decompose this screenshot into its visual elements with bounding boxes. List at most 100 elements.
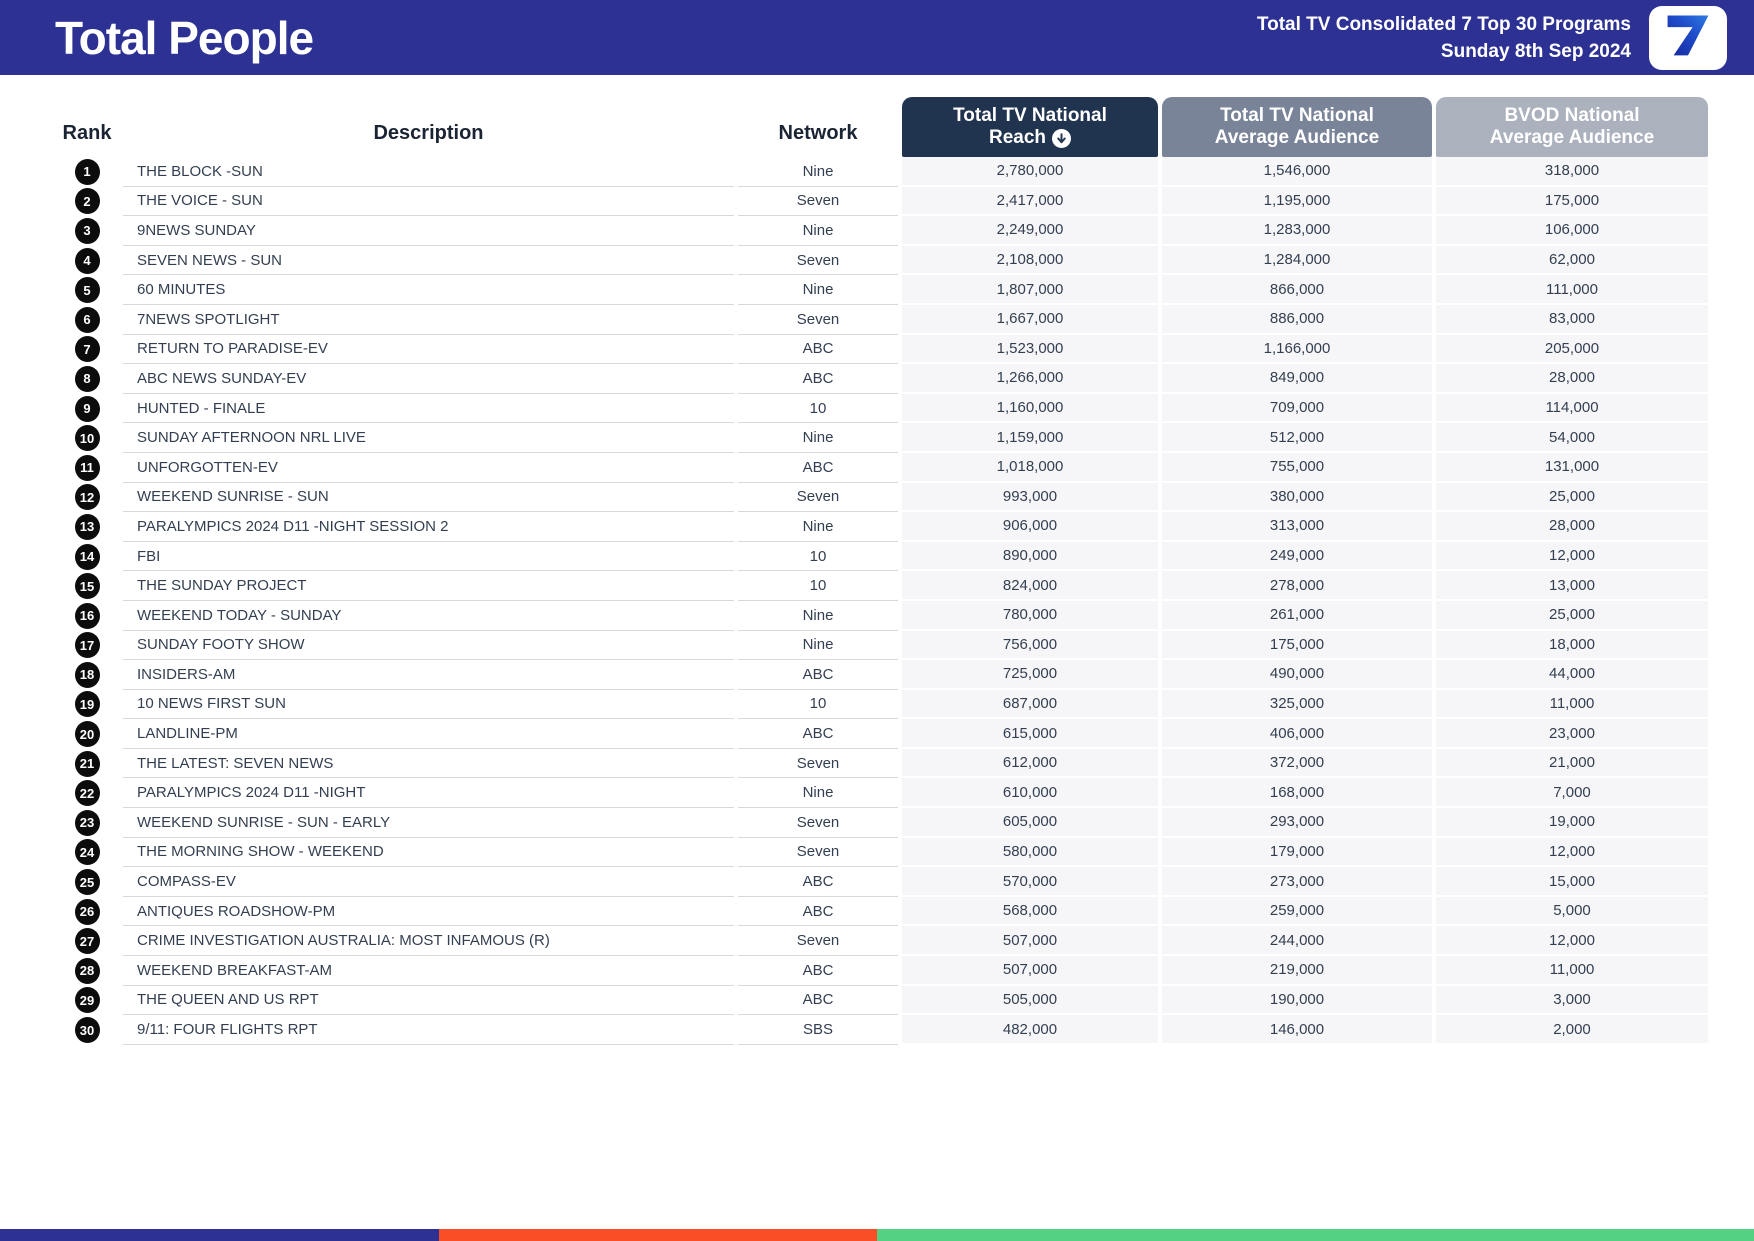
rank-badge: 1 [74,158,100,185]
network-cell: ABC [738,453,898,483]
reach-cell: 1,266,000 [902,364,1158,394]
reach-cell: 507,000 [902,956,1158,986]
table-row: 8 ABC NEWS SUNDAY-EV ABC 1,266,000 849,0… [55,364,1708,394]
column-header-description: Description [373,122,484,144]
table-body: 1 THE BLOCK -SUN Nine 2,780,000 1,546,00… [55,157,1708,1045]
program-description: 9/11: FOUR FLIGHTS RPT [123,1015,734,1045]
rank-badge: 22 [74,780,100,807]
reach-cell: 1,667,000 [902,304,1158,335]
reach-cell: 507,000 [902,926,1158,957]
avg-audience-cell: 755,000 [1162,452,1432,483]
table-row: 27 CRIME INVESTIGATION AUSTRALIA: MOST I… [55,926,1708,957]
header-right-group: Total TV Consolidated 7 Top 30 Programs … [1257,5,1727,70]
program-description: 60 MINUTES [123,275,734,305]
program-description: UNFORGOTTEN-EV [123,453,734,483]
bvod-cell: 111,000 [1436,275,1708,305]
network-cell: Nine [738,601,898,631]
bvod-cell: 131,000 [1436,452,1708,483]
bvod-cell: 15,000 [1436,867,1708,897]
rank-badge: 14 [74,543,100,570]
bvod-cell: 19,000 [1436,808,1708,838]
rank-badge: 7 [74,336,100,363]
column-header-box-reach[interactable]: Total TV National Reach [902,97,1158,157]
rank-badge: 25 [74,869,100,896]
reach-cell: 580,000 [902,837,1158,868]
rank-badge: 8 [74,365,100,392]
reach-cell: 2,249,000 [902,216,1158,246]
reach-cell: 993,000 [902,482,1158,513]
table-row: 19 10 NEWS FIRST SUN 10 687,000 325,000 … [55,689,1708,720]
rank-badge: 20 [74,721,100,748]
table-row: 25 COMPASS-EV ABC 570,000 273,000 15,000 [55,867,1708,897]
network-cell: Seven [738,926,898,957]
table-row: 4 SEVEN NEWS - SUN Seven 2,108,000 1,284… [55,245,1708,276]
table-row: 28 WEEKEND BREAKFAST-AM ABC 507,000 219,… [55,956,1708,986]
column-header-row: Rank Description Network Total TV Nation… [55,97,1708,157]
table-row: 11 UNFORGOTTEN-EV ABC 1,018,000 755,000 … [55,452,1708,483]
bvod-cell: 28,000 [1436,512,1708,542]
avg-audience-cell: 1,284,000 [1162,245,1432,276]
table-row: 9 HUNTED - FINALE 10 1,160,000 709,000 1… [55,393,1708,424]
avg-audience-cell: 372,000 [1162,748,1432,779]
rank-badge: 27 [74,928,100,955]
avg-audience-cell: 190,000 [1162,985,1432,1016]
bvod-cell: 175,000 [1436,186,1708,217]
column-header-box-bvod[interactable]: BVOD National Average Audience [1436,97,1708,157]
header-band: Total People Total TV Consolidated 7 Top… [0,0,1754,75]
bvod-cell: 18,000 [1436,630,1708,661]
bvod-cell: 28,000 [1436,364,1708,394]
avg-audience-cell: 259,000 [1162,896,1432,927]
bvod-cell: 83,000 [1436,304,1708,335]
avg-audience-cell: 168,000 [1162,778,1432,809]
seven-network-7-icon [1662,9,1714,66]
avg-audience-cell: 325,000 [1162,689,1432,720]
table-row: 5 60 MINUTES Nine 1,807,000 866,000 111,… [55,275,1708,305]
network-cell: ABC [738,897,898,927]
avg-audience-cell: 261,000 [1162,600,1432,631]
network-cell: 10 [738,542,898,572]
reach-cell: 1,807,000 [902,275,1158,305]
network-cell: 10 [738,394,898,424]
bvod-cell: 114,000 [1436,393,1708,424]
reach-cell: 2,780,000 [902,157,1158,187]
program-description: 9NEWS SUNDAY [123,216,734,246]
program-description: SUNDAY AFTERNOON NRL LIVE [123,423,734,453]
rank-badge: 9 [74,395,100,422]
table-row: 12 WEEKEND SUNRISE - SUN Seven 993,000 3… [55,482,1708,513]
rank-badge: 29 [74,987,100,1014]
rank-badge: 19 [74,691,100,718]
avg-audience-cell: 175,000 [1162,630,1432,661]
bvod-cell: 7,000 [1436,778,1708,809]
avg-audience-cell: 380,000 [1162,482,1432,513]
reach-cell: 610,000 [902,778,1158,809]
program-description: THE MORNING SHOW - WEEKEND [123,838,734,868]
bvod-cell: 12,000 [1436,541,1708,572]
program-description: THE VOICE - SUN [123,187,734,217]
avg-audience-cell: 1,283,000 [1162,216,1432,246]
rank-badge: 17 [74,632,100,659]
footer-bar-segment-1 [0,1229,439,1241]
program-description: SEVEN NEWS - SUN [123,246,734,276]
table-row: 17 SUNDAY FOOTY SHOW Nine 756,000 175,00… [55,630,1708,661]
bvod-cell: 13,000 [1436,571,1708,601]
program-description: THE QUEEN AND US RPT [123,986,734,1016]
program-description: THE SUNDAY PROJECT [123,571,734,601]
bvod-cell: 11,000 [1436,689,1708,720]
rank-badge: 16 [74,602,100,629]
network-cell: ABC [738,335,898,365]
network-cell: ABC [738,364,898,394]
table-row: 16 WEEKEND TODAY - SUNDAY Nine 780,000 2… [55,600,1708,631]
rank-badge: 5 [74,277,100,304]
network-cell: Seven [738,483,898,513]
footer-bar-segment-2 [438,1229,877,1241]
reach-cell: 605,000 [902,808,1158,838]
rank-badge: 26 [74,898,100,925]
report-meta-line2: Sunday 8th Sep 2024 [1440,40,1631,62]
table-row: 21 THE LATEST: SEVEN NEWS Seven 612,000 … [55,748,1708,779]
bvod-cell: 54,000 [1436,423,1708,453]
reach-cell: 890,000 [902,541,1158,572]
reach-cell: 482,000 [902,1015,1158,1045]
table-row: 10 SUNDAY AFTERNOON NRL LIVE Nine 1,159,… [55,423,1708,453]
program-description: THE LATEST: SEVEN NEWS [123,749,734,779]
column-header-box-avg-audience[interactable]: Total TV National Average Audience [1162,97,1432,157]
